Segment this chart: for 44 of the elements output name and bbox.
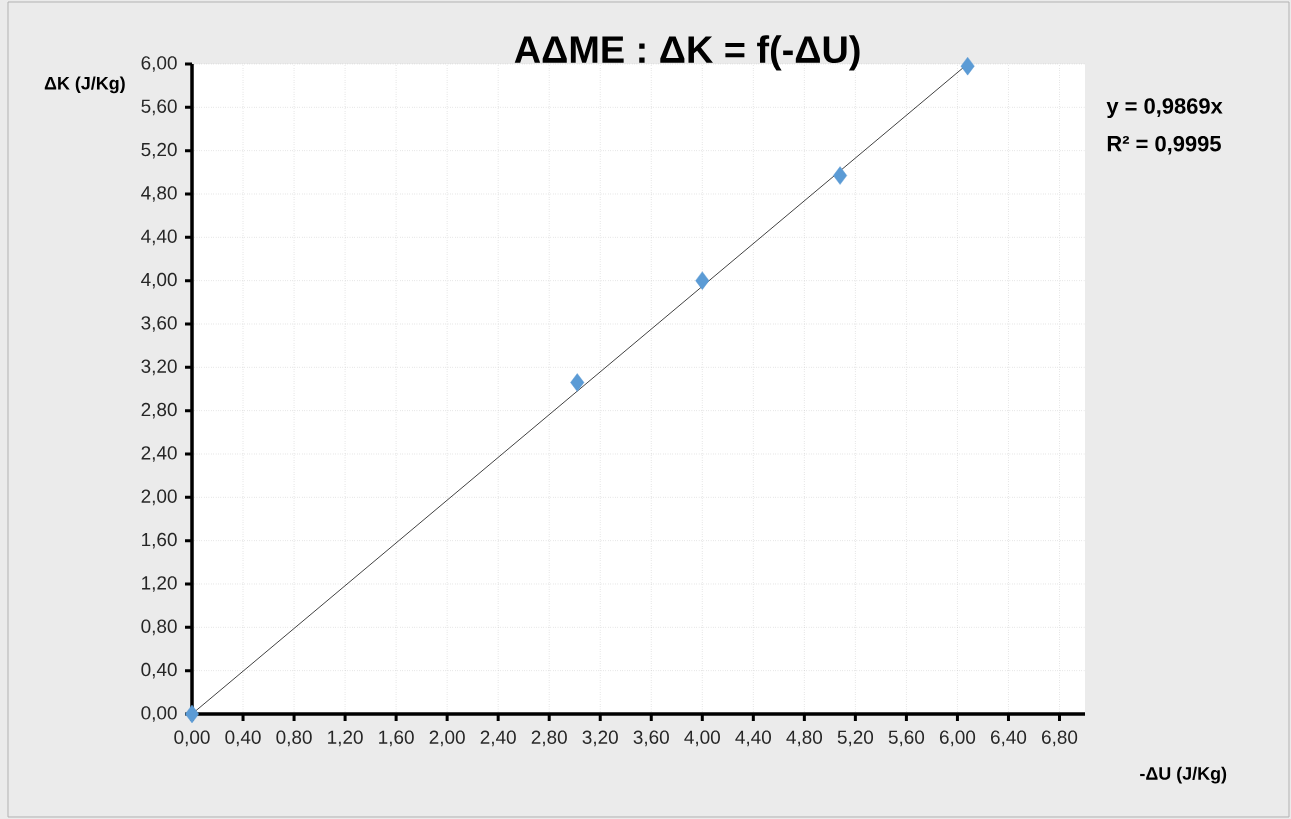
x-tick-label: 6,40 [991,730,1027,747]
y-tick-label: 1,20 [142,576,177,592]
x-tick-label: 6,00 [939,730,976,747]
y-tick-label: 0,40 [141,662,177,679]
y-tick-label: 3,60 [141,316,177,332]
y-tick-label: 6,00 [141,56,177,72]
point [960,56,975,76]
point [695,271,710,290]
y-tick-label: 1,60 [142,532,177,549]
y-tick-label: 4,40 [141,229,177,246]
x-tick-label: 1,20 [328,730,363,747]
x-tick-label: 0,40 [225,730,261,747]
point [833,166,848,185]
y-tick-label: 0,00 [141,706,177,722]
y-tick-label: 0,80 [141,619,177,636]
x-tick-label: 5,60 [888,730,925,747]
x-tick-label: 4,00 [684,730,720,747]
y-axis-title: ΔK (J/Kg) [44,76,125,94]
x-tick-label: 4,80 [786,730,823,747]
x-tick-label: 2,40 [480,730,516,747]
x-tick-label: 4,40 [735,730,771,747]
x-axis-title: -ΔU (J/Kg) [1140,766,1227,784]
point [185,704,199,724]
point [570,373,585,392]
chart-title: AΔME : ΔK = f(-ΔU) [514,35,860,71]
y-tick-label: 2,80 [141,402,177,419]
y-tick-label: 5,60 [141,99,177,116]
x-tick-label: 0,00 [174,730,210,747]
y-tick-label: 4,00 [141,272,177,289]
x-tick-label: 6,80 [1042,730,1078,747]
y-tick-label: 2,00 [141,489,177,506]
y-tick-label: 2,40 [141,446,177,462]
x-tick-label: 3,20 [582,730,618,747]
x-tick-label: 2,80 [531,730,567,747]
text: y = 0,9869x [1106,98,1223,119]
y-tick-label: 5,20 [141,142,177,159]
x-tick-label: 3,60 [633,730,669,747]
y-tick-label: 4,80 [141,186,177,202]
x-tick-label: 0,80 [276,730,312,747]
x-tick-label: 5,20 [837,730,874,747]
y-tick-label: 3,20 [141,359,177,376]
x-tick-label: 2,00 [429,730,465,747]
text: R² = 0,9995 [1107,135,1221,155]
x-tick-label: 1,60 [379,730,414,747]
